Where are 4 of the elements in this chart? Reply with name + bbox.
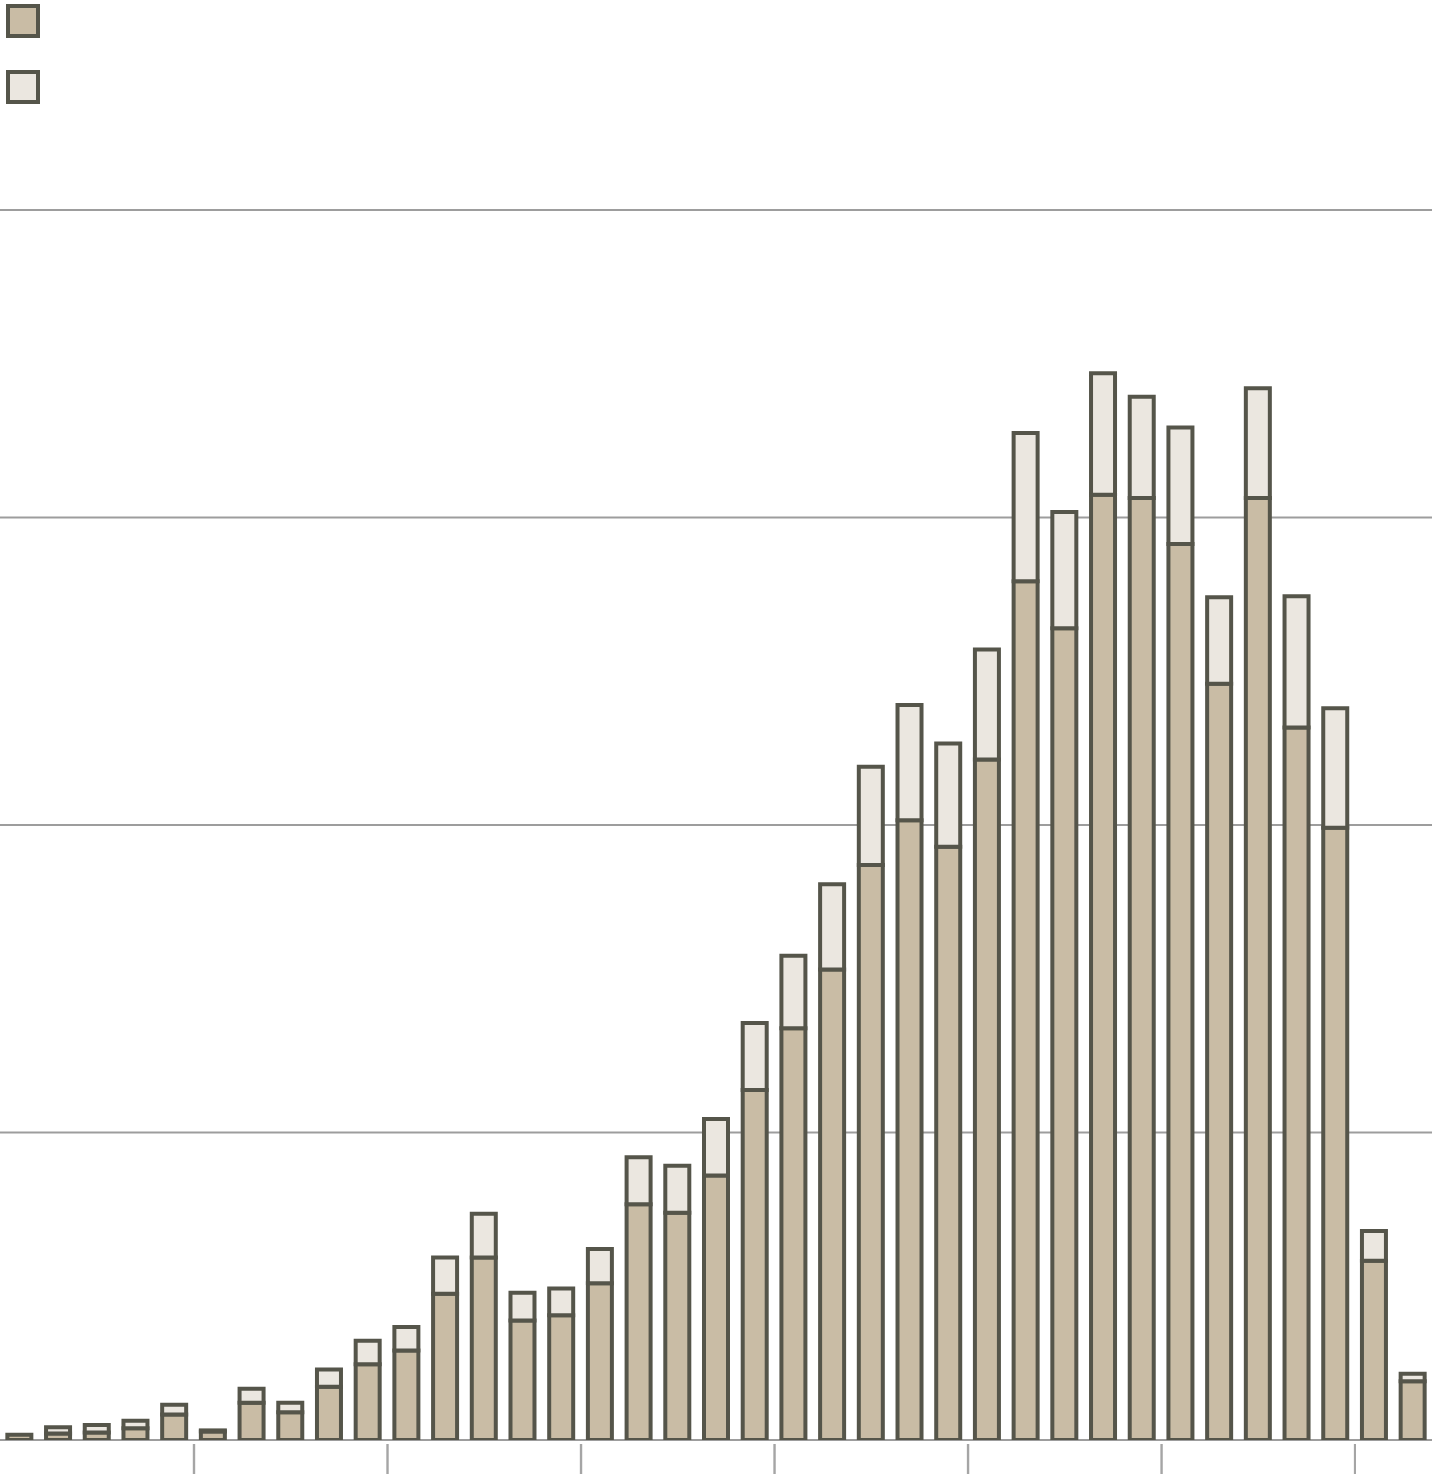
bar <box>1398 1379 1427 1440</box>
bar <box>5 1432 34 1440</box>
bar <box>44 1425 73 1436</box>
bar <box>82 1423 111 1435</box>
